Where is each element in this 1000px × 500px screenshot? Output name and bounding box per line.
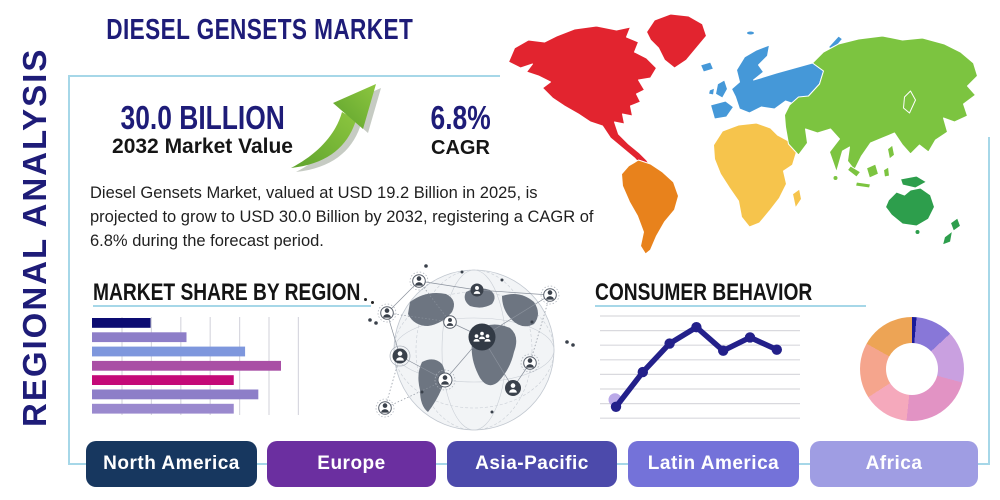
consumer-behavior-line-chart: [600, 315, 800, 419]
content-box-border-top: [68, 75, 500, 77]
map-south-america: [621, 159, 679, 255]
region-button-europe[interactable]: Europe: [267, 441, 436, 487]
map-philippines: [887, 144, 895, 160]
network-nodes: [375, 271, 560, 418]
global-network-icon: [368, 264, 575, 431]
market-share-heading: MARKET SHARE BY REGION: [93, 279, 361, 306]
map-new-zealand-north: [950, 217, 961, 232]
map-asia: [784, 35, 978, 173]
map-sri-lanka: [832, 175, 839, 181]
bar-5: [92, 389, 259, 400]
point-4: [718, 345, 729, 356]
map-sumatra: [847, 165, 861, 178]
map-uk: [715, 79, 728, 99]
side-label-regional-analysis: REGIONAL ANALYSIS: [16, 47, 53, 427]
market-value-caption: 2032 Market Value: [112, 135, 293, 158]
map-africa: [713, 122, 797, 228]
map-iberia: [710, 100, 734, 120]
map-greenland: [646, 13, 707, 69]
consumer-behavior-heading: CONSUMER BEHAVIOR: [595, 279, 813, 306]
world-map: [508, 13, 978, 255]
map-iceland: [700, 61, 714, 73]
bar-1: [92, 332, 187, 343]
bar-3: [92, 360, 281, 371]
content-box-border-right: [988, 137, 990, 465]
point-2: [664, 338, 675, 349]
content-box-border-left: [68, 75, 70, 465]
map-java: [855, 181, 871, 189]
map-borneo: [866, 163, 879, 179]
market-share-bar-chart: [92, 317, 299, 415]
market-value-stat: 30.0 BILLION: [120, 99, 285, 136]
map-sulawesi: [883, 166, 890, 178]
consumer-behavior-underline: [595, 305, 866, 307]
map-ireland: [708, 87, 715, 96]
map-japan: [903, 90, 916, 114]
growth-arrow-icon: [291, 84, 381, 172]
page-title: DIESEL GENSETS MARKET: [106, 14, 414, 46]
map-north-america: [508, 25, 657, 169]
point-0: [610, 401, 622, 412]
map-tasmania: [914, 229, 921, 235]
market-share-underline: [93, 305, 371, 307]
point-6: [771, 344, 782, 355]
map-new-zealand-south: [942, 230, 953, 246]
point-5: [744, 332, 756, 343]
bar-4: [92, 375, 234, 385]
map-europe: [731, 44, 824, 114]
map-madagascar: [792, 188, 802, 209]
cagr-stat: 6.8%: [430, 99, 491, 136]
market-description: Diesel Gensets Market, valued at USD 19.…: [90, 184, 594, 250]
bar-2: [92, 346, 246, 357]
region-button-north-america[interactable]: North America: [86, 441, 257, 487]
bar-6: [92, 403, 234, 414]
region-button-latin-america[interactable]: Latin America: [628, 441, 799, 487]
point-3: [691, 322, 702, 333]
donut-chart-hole: [886, 343, 938, 395]
bar-0: [92, 318, 151, 328]
map-new-guinea: [900, 175, 927, 189]
region-button-africa[interactable]: Africa: [810, 441, 978, 487]
map-australia: [885, 187, 935, 227]
map-svalbard: [746, 30, 755, 36]
region-button-asia-pacific[interactable]: Asia-Pacific: [447, 441, 617, 487]
point-1: [637, 366, 648, 378]
decorative-dots: [364, 298, 378, 306]
cagr-caption: CAGR: [431, 137, 490, 159]
